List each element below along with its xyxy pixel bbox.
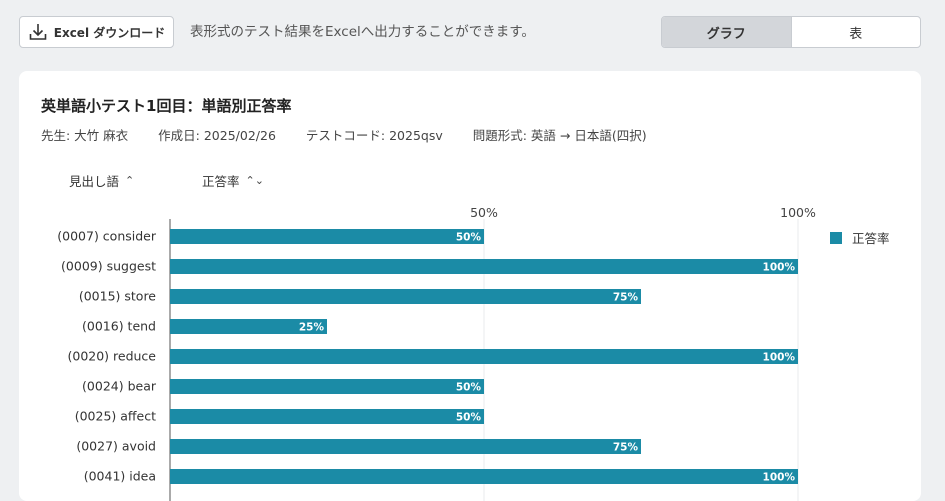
bar-value-label: 50% [456,232,482,244]
sort-rate-label: 正答率 [202,174,240,189]
export-description: 表形式のテスト結果をExcelへ出力することができます。 [190,24,535,40]
bar [170,379,484,394]
category-label: (0016) tend [82,319,156,334]
accuracy-bar-chart: 50% 100% (0007) consider 50% (0009) suggest 1… [57,205,816,501]
bar [170,409,484,424]
result-card: 英単語小テスト1回目：単語別正答率 先生: 大竹 麻衣 作成日: 2025/02… [19,71,921,501]
bar-value-label: 75% [613,292,639,304]
bar [170,259,798,274]
category-label: (0015) store [79,289,156,304]
excel-download-button[interactable]: Excel ダウンロード [19,16,174,48]
category-label: (0024) bear [82,379,157,394]
sort-by-word-button[interactable]: 見出し語 ⌃ [69,171,134,190]
chart-legend: 正答率 [830,228,890,247]
bar [170,469,798,484]
sort-ascending-icon: ⌃ [125,174,135,187]
bar [170,439,641,454]
category-label: (0020) reduce [67,349,156,364]
download-icon [29,24,47,40]
legend-label: 正答率 [852,231,890,246]
sort-by-rate-button[interactable]: 正答率 ⌃⌄ [202,171,264,190]
view-toggle: グラフ 表 [661,16,921,48]
bar [170,349,798,364]
card-title: 英単語小テスト1回目：単語別正答率 [41,97,292,115]
bar-value-label: 100% [763,472,796,484]
sort-toggle-icon: ⌃⌄ [245,174,264,187]
test-meta: 先生: 大竹 麻衣 作成日: 2025/02/26 テストコード: 2025qs… [41,125,647,144]
graph-view-tab[interactable]: グラフ [662,17,792,47]
table-view-tab[interactable]: 表 [849,26,863,42]
category-label: (0025) affect [75,409,156,424]
category-label: (0041) idea [84,469,156,484]
x-tick-label: 50% [470,205,498,220]
category-label: (0009) suggest [61,259,156,274]
bar [170,289,641,304]
bar-value-label: 50% [456,412,482,424]
sort-word-label: 見出し語 [69,174,120,189]
category-label: (0027) avoid [76,439,156,454]
bar-value-label: 100% [763,262,796,274]
bar [170,229,484,244]
x-tick-label: 100% [780,205,816,220]
bar-value-label: 50% [456,382,482,394]
bar-value-label: 25% [299,322,325,334]
bar-value-label: 75% [613,442,639,454]
teacher-name: 先生: 大竹 麻衣 [41,128,129,143]
test-code: テストコード: 2025qsv [305,128,443,143]
excel-download-label: Excel ダウンロード [53,25,166,40]
created-date: 作成日: 2025/02/26 [158,128,276,143]
legend-swatch [830,231,842,244]
bar-value-label: 100% [763,352,796,364]
question-format: 問題形式: 英語 → 日本語(四択) [472,128,647,143]
bar [170,319,327,334]
category-label: (0007) consider [57,229,157,244]
